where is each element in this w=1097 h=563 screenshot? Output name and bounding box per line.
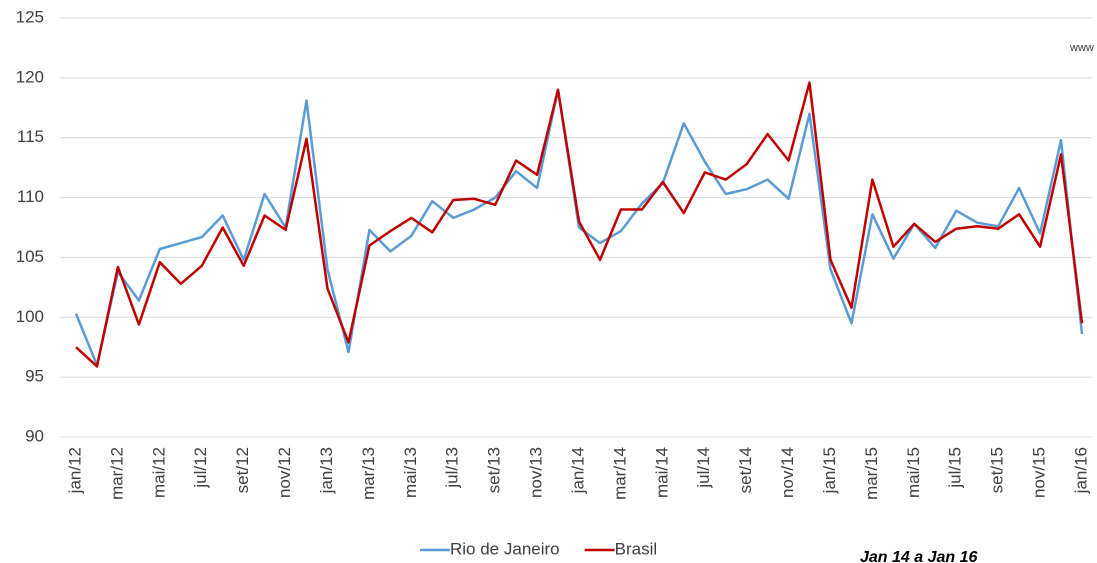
legend-label: Rio de Janeiro xyxy=(450,539,560,558)
x-tick-label: mar/14 xyxy=(610,447,629,500)
x-tick-label: jan/16 xyxy=(1071,447,1090,494)
y-tick-label: 110 xyxy=(17,187,44,206)
x-tick-label: mar/12 xyxy=(107,447,126,500)
x-tick-label: jul/12 xyxy=(191,447,210,489)
y-tick-label: 95 xyxy=(25,367,44,386)
x-tick-label: jan/15 xyxy=(820,447,839,494)
x-tick-label: mai/14 xyxy=(652,447,671,498)
x-tick-label: set/15 xyxy=(988,447,1007,493)
x-tick-label: mar/13 xyxy=(359,447,378,500)
x-tick-label: jul/14 xyxy=(694,447,713,489)
annotation: www xyxy=(1069,42,1094,54)
annotation: Jan 14 a Jan 16 xyxy=(860,549,978,563)
x-tick-label: jan/12 xyxy=(65,447,84,494)
x-tick-label: nov/15 xyxy=(1030,447,1049,498)
y-tick-label: 115 xyxy=(17,127,44,146)
x-tick-label: nov/14 xyxy=(778,447,797,498)
x-tick-label: jul/13 xyxy=(443,447,462,489)
y-tick-label: 125 xyxy=(16,7,44,26)
y-tick-label: 100 xyxy=(16,307,44,326)
x-tick-label: mar/15 xyxy=(862,447,881,500)
x-tick-label: mai/15 xyxy=(904,447,923,498)
x-tick-label: jan/13 xyxy=(317,447,336,494)
x-tick-label: jul/15 xyxy=(946,447,965,489)
x-tick-label: jan/14 xyxy=(568,447,587,494)
x-tick-label: set/12 xyxy=(233,447,252,493)
x-tick-label: nov/13 xyxy=(527,447,546,498)
y-tick-label: 120 xyxy=(16,67,44,86)
x-tick-label: set/14 xyxy=(736,447,755,493)
x-tick-label: mai/12 xyxy=(149,447,168,498)
series-line xyxy=(75,81,1084,368)
x-tick-label: mai/13 xyxy=(401,447,420,498)
legend-label: Brasil xyxy=(615,539,658,558)
y-tick-label: 90 xyxy=(25,426,44,445)
x-tick-label: set/13 xyxy=(485,447,504,493)
series-line xyxy=(74,88,1084,367)
y-tick-label: 105 xyxy=(16,247,44,266)
x-tick-label: nov/12 xyxy=(275,447,294,498)
